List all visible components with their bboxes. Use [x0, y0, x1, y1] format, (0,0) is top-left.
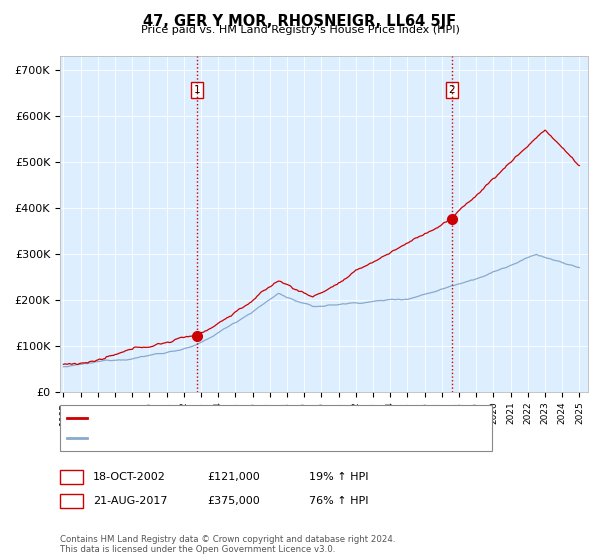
- Text: 1: 1: [193, 85, 200, 95]
- Text: 2: 2: [68, 496, 75, 506]
- Text: £121,000: £121,000: [207, 472, 260, 482]
- Text: 21-AUG-2017: 21-AUG-2017: [93, 496, 167, 506]
- Text: Contains HM Land Registry data © Crown copyright and database right 2024.
This d: Contains HM Land Registry data © Crown c…: [60, 535, 395, 554]
- Text: HPI: Average price, detached house, Isle of Anglesey: HPI: Average price, detached house, Isle…: [91, 433, 355, 443]
- Text: 1: 1: [68, 472, 75, 482]
- Text: £375,000: £375,000: [207, 496, 260, 506]
- Text: 47, GER Y MOR, RHOSNEIGR, LL64 5JF: 47, GER Y MOR, RHOSNEIGR, LL64 5JF: [143, 14, 457, 29]
- Text: 19% ↑ HPI: 19% ↑ HPI: [309, 472, 368, 482]
- Text: 47, GER Y MOR, RHOSNEIGR, LL64 5JF (detached house): 47, GER Y MOR, RHOSNEIGR, LL64 5JF (deta…: [91, 413, 371, 423]
- Text: 2: 2: [449, 85, 455, 95]
- Text: 18-OCT-2002: 18-OCT-2002: [93, 472, 166, 482]
- Text: Price paid vs. HM Land Registry's House Price Index (HPI): Price paid vs. HM Land Registry's House …: [140, 25, 460, 35]
- Text: 76% ↑ HPI: 76% ↑ HPI: [309, 496, 368, 506]
